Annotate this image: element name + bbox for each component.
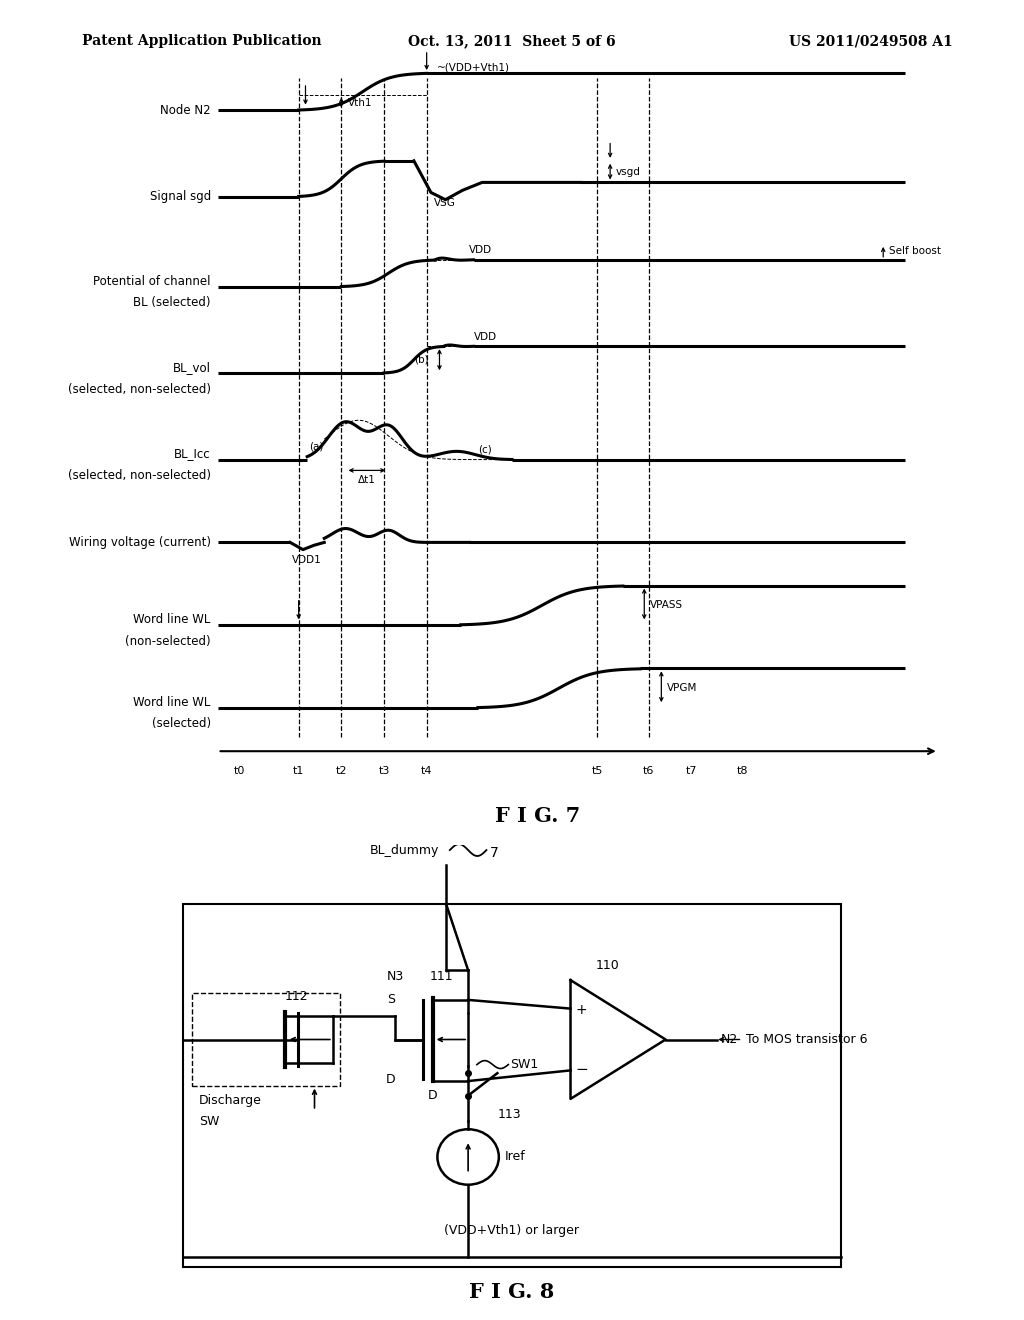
Text: ~(VDD+Vth1): ~(VDD+Vth1): [437, 62, 510, 73]
Text: +: +: [575, 1003, 588, 1016]
Text: BL_dummy: BL_dummy: [370, 843, 439, 857]
Text: VPASS: VPASS: [650, 601, 683, 610]
Text: (selected, non-selected): (selected, non-selected): [68, 383, 211, 396]
Text: Word line WL: Word line WL: [133, 612, 211, 626]
Text: BL (selected): BL (selected): [133, 296, 211, 309]
Text: VDD: VDD: [473, 331, 497, 342]
Text: N2: N2: [721, 1034, 737, 1045]
Text: BL_Icc: BL_Icc: [174, 447, 211, 461]
Text: Potential of channel: Potential of channel: [93, 275, 211, 288]
Text: Patent Application Publication: Patent Application Publication: [82, 34, 322, 49]
Text: SW: SW: [199, 1115, 219, 1129]
Text: 7: 7: [490, 846, 499, 859]
Text: Signal sgd: Signal sgd: [150, 190, 211, 203]
Text: Δt1: Δt1: [358, 475, 376, 486]
Text: D: D: [428, 1089, 437, 1102]
Text: Self boost: Self boost: [889, 246, 941, 256]
Text: Word line WL: Word line WL: [133, 696, 211, 709]
Text: 111: 111: [430, 970, 454, 983]
Text: VDD: VDD: [469, 246, 493, 256]
Text: SW1: SW1: [511, 1059, 539, 1071]
Text: 113: 113: [498, 1107, 521, 1121]
Text: US 2011/0249508 A1: US 2011/0249508 A1: [788, 34, 952, 49]
Text: (non-selected): (non-selected): [125, 635, 211, 648]
Text: N3: N3: [386, 970, 403, 983]
Text: S: S: [387, 994, 395, 1006]
Text: F I G. 8: F I G. 8: [469, 1282, 555, 1303]
Text: 112: 112: [285, 990, 308, 1003]
Text: Discharge: Discharge: [199, 1093, 262, 1106]
Text: VSG: VSG: [433, 198, 456, 209]
Text: t7: t7: [685, 766, 697, 776]
Text: (c): (c): [478, 444, 492, 454]
Text: D: D: [385, 1073, 395, 1085]
Text: −: −: [575, 1061, 588, 1077]
Text: Vth1: Vth1: [348, 98, 373, 107]
Text: t1: t1: [293, 766, 304, 776]
Text: (b): (b): [414, 355, 428, 364]
Text: Node N2: Node N2: [160, 104, 211, 117]
Text: VPGM: VPGM: [668, 684, 697, 693]
Text: t8: t8: [736, 766, 749, 776]
Text: BL_vol: BL_vol: [173, 360, 211, 374]
Text: VDD1: VDD1: [292, 556, 322, 565]
Text: Wiring voltage (current): Wiring voltage (current): [69, 536, 211, 549]
Text: (a): (a): [309, 441, 324, 451]
Text: vsgd: vsgd: [616, 166, 641, 177]
Text: Iref: Iref: [505, 1151, 525, 1163]
Text: t0: t0: [233, 766, 245, 776]
Bar: [183, 904, 841, 1267]
Text: 110: 110: [596, 960, 620, 972]
Text: (VDD+Vth1) or larger: (VDD+Vth1) or larger: [444, 1225, 580, 1237]
Text: t2: t2: [336, 766, 347, 776]
Text: F I G. 7: F I G. 7: [495, 807, 581, 826]
Text: Oct. 13, 2011  Sheet 5 of 6: Oct. 13, 2011 Sheet 5 of 6: [409, 34, 615, 49]
Bar: [191, 993, 340, 1085]
Text: t5: t5: [592, 766, 603, 776]
Text: t6: t6: [643, 766, 654, 776]
Text: t3: t3: [378, 766, 390, 776]
Text: To MOS transistor 6: To MOS transistor 6: [746, 1034, 867, 1045]
Text: t4: t4: [421, 766, 432, 776]
Text: (selected, non-selected): (selected, non-selected): [68, 469, 211, 482]
Text: (selected): (selected): [152, 717, 211, 730]
